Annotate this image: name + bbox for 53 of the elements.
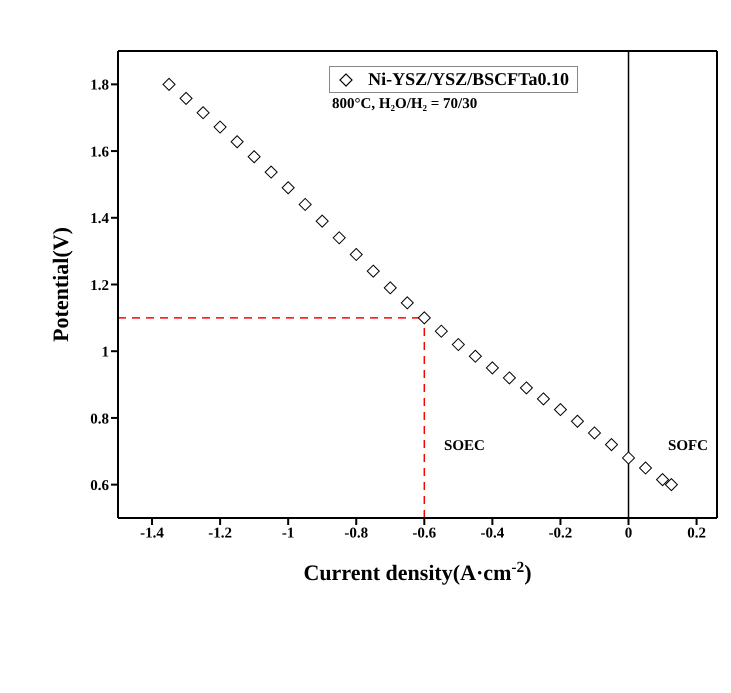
point <box>622 451 636 464</box>
point <box>214 120 227 134</box>
point <box>384 281 397 294</box>
point <box>588 426 601 440</box>
x-tick-label: -0.2 <box>548 526 572 542</box>
point <box>502 371 516 384</box>
x-tick-label: -1.4 <box>140 526 164 542</box>
x-tick-label: -0.8 <box>344 526 368 542</box>
point <box>656 473 670 486</box>
point <box>316 214 329 228</box>
point <box>400 296 414 310</box>
x-tick-label: -0.4 <box>480 526 505 542</box>
y-tick-label: 1.4 <box>90 211 110 228</box>
point <box>332 231 346 244</box>
point <box>452 338 465 352</box>
point <box>664 478 678 492</box>
y-tick-label: 0.6 <box>90 478 110 494</box>
y-tick-label: 1.2 <box>90 278 109 294</box>
point <box>196 106 210 120</box>
y-tick-label: 1 <box>102 344 109 361</box>
x-tick-label: 0.2 <box>687 526 706 542</box>
point <box>554 403 567 416</box>
y-tick-label: 1.8 <box>90 78 109 94</box>
point <box>434 324 448 338</box>
annotation: SOEC <box>444 438 485 455</box>
point <box>298 198 312 211</box>
point <box>162 78 176 91</box>
point <box>604 438 618 452</box>
point <box>180 92 193 105</box>
point <box>248 150 261 164</box>
y-axis-title: Potential(V) <box>48 227 73 342</box>
point <box>230 135 244 148</box>
x-tick-label: -1.2 <box>208 526 232 542</box>
point <box>366 264 380 278</box>
y-tick-label: 1.6 <box>90 144 110 160</box>
point <box>282 181 295 194</box>
x-tick-label: -1 <box>282 526 294 542</box>
point <box>520 381 533 394</box>
point <box>536 392 550 406</box>
point <box>418 311 431 324</box>
x-axis-title: Current density(A·cm$^{-2}$) <box>303 558 532 585</box>
point <box>350 248 363 261</box>
point <box>639 461 652 474</box>
y-tick-label: 0.8 <box>90 411 109 428</box>
x-tick-label: 0 <box>624 526 632 542</box>
text: 800°C, H₂O/H₂ = 70/30 <box>332 96 478 113</box>
legend-label: Ni-YSZ/YSZ/BSCFTa0.10 <box>368 69 569 90</box>
point <box>264 166 278 179</box>
point <box>486 361 499 374</box>
x-tick-label: -0.6 <box>412 526 437 542</box>
annotation: SOFC <box>668 438 708 455</box>
point <box>570 414 584 428</box>
point <box>468 350 482 363</box>
